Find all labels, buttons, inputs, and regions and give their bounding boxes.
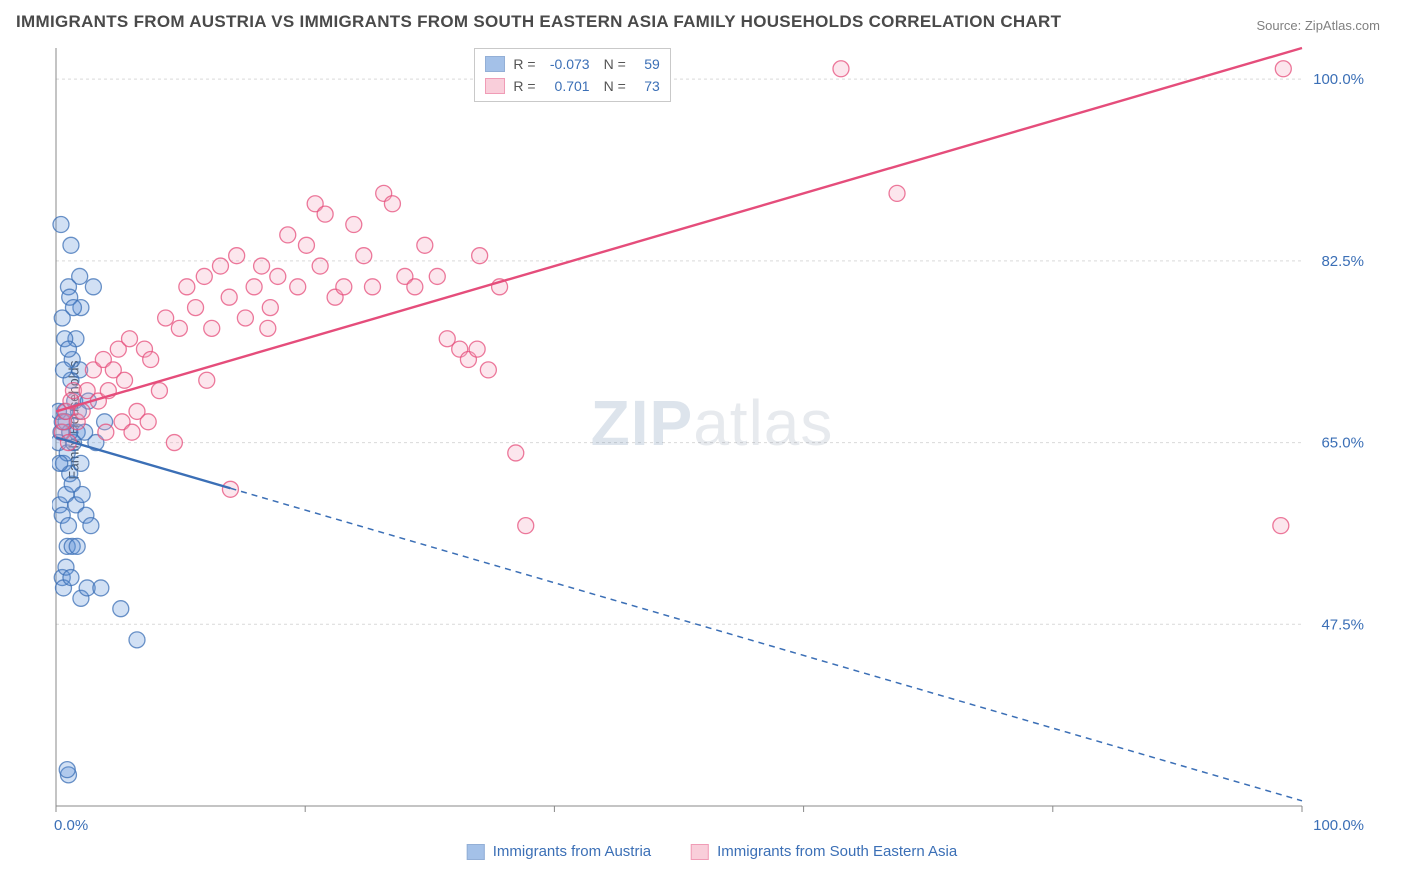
r-value-se_asia: 0.701 <box>544 78 590 94</box>
data-point-austria <box>113 601 129 617</box>
data-point-se_asia <box>262 300 278 316</box>
data-point-se_asia <box>312 258 328 274</box>
stats-row-austria: R = -0.073 N = 59 <box>485 53 659 75</box>
data-point-austria <box>63 570 79 586</box>
data-point-austria <box>74 486 90 502</box>
n-label: N = <box>604 56 626 72</box>
y-tick-label: 47.5% <box>1321 616 1364 633</box>
data-point-se_asia <box>317 206 333 222</box>
data-point-se_asia <box>364 279 380 295</box>
data-point-se_asia <box>179 279 195 295</box>
chart-title: IMMIGRANTS FROM AUSTRIA VS IMMIGRANTS FR… <box>16 12 1061 32</box>
x-tick-label: 0.0% <box>54 817 88 834</box>
legend-label-se_asia: Immigrants from South Eastern Asia <box>717 843 957 860</box>
source-attribution: Source: ZipAtlas.com <box>1256 18 1380 33</box>
legend-swatch-austria <box>467 844 485 860</box>
y-tick-label: 100.0% <box>1313 71 1364 88</box>
data-point-se_asia <box>1273 518 1289 534</box>
stats-row-se_asia: R = 0.701 N = 73 <box>485 75 659 97</box>
data-point-austria <box>73 455 89 471</box>
data-point-austria <box>59 762 75 778</box>
legend-item-austria: Immigrants from Austria <box>467 843 651 860</box>
correlation-stats-box: R = -0.073 N = 59 R = 0.701 N = 73 <box>474 48 670 102</box>
data-point-se_asia <box>833 61 849 77</box>
legend-item-se_asia: Immigrants from South Eastern Asia <box>691 843 957 860</box>
data-point-austria <box>60 518 76 534</box>
data-point-se_asia <box>158 310 174 326</box>
data-point-se_asia <box>346 217 362 233</box>
data-point-se_asia <box>98 424 114 440</box>
data-point-se_asia <box>417 237 433 253</box>
source-prefix: Source: <box>1256 18 1304 33</box>
data-point-austria <box>53 217 69 233</box>
data-point-austria <box>60 341 76 357</box>
data-point-se_asia <box>298 237 314 253</box>
data-point-se_asia <box>204 320 220 336</box>
n-label: N = <box>604 78 626 94</box>
data-point-austria <box>52 455 68 471</box>
legend-swatch-se_asia <box>691 844 709 860</box>
data-point-se_asia <box>124 424 140 440</box>
swatch-se_asia <box>485 78 505 94</box>
data-point-se_asia <box>212 258 228 274</box>
data-point-austria <box>93 580 109 596</box>
data-point-se_asia <box>143 352 159 368</box>
data-point-se_asia <box>199 372 215 388</box>
data-point-se_asia <box>290 279 306 295</box>
data-point-austria <box>85 279 101 295</box>
data-point-se_asia <box>166 435 182 451</box>
y-tick-label: 82.5% <box>1321 253 1364 270</box>
r-label: R = <box>513 78 535 94</box>
data-point-austria <box>55 362 71 378</box>
data-point-se_asia <box>260 320 276 336</box>
data-point-se_asia <box>889 185 905 201</box>
data-point-austria <box>129 632 145 648</box>
data-point-se_asia <box>336 279 352 295</box>
x-tick-label: 100.0% <box>1313 817 1364 834</box>
data-point-se_asia <box>246 279 262 295</box>
data-point-se_asia <box>151 383 167 399</box>
data-point-se_asia <box>429 268 445 284</box>
y-tick-label: 65.0% <box>1321 435 1364 452</box>
r-label: R = <box>513 56 535 72</box>
data-point-se_asia <box>171 320 187 336</box>
data-point-se_asia <box>196 268 212 284</box>
data-point-se_asia <box>122 331 138 347</box>
data-point-se_asia <box>188 300 204 316</box>
data-point-austria <box>54 310 70 326</box>
swatch-austria <box>485 56 505 72</box>
data-point-austria <box>72 268 88 284</box>
data-point-se_asia <box>237 310 253 326</box>
n-value-se_asia: 73 <box>634 78 660 94</box>
data-point-se_asia <box>270 268 286 284</box>
trendline-austria-dashed <box>230 488 1302 801</box>
legend-label-austria: Immigrants from Austria <box>493 843 651 860</box>
data-point-se_asia <box>229 248 245 264</box>
data-point-se_asia <box>117 372 133 388</box>
n-value-austria: 59 <box>634 56 660 72</box>
data-point-se_asia <box>407 279 423 295</box>
data-point-se_asia <box>469 341 485 357</box>
data-point-se_asia <box>221 289 237 305</box>
data-point-se_asia <box>472 248 488 264</box>
data-point-se_asia <box>508 445 524 461</box>
data-point-se_asia <box>254 258 270 274</box>
data-point-se_asia <box>280 227 296 243</box>
data-point-se_asia <box>518 518 534 534</box>
source-link[interactable]: ZipAtlas.com <box>1305 18 1380 33</box>
r-value-austria: -0.073 <box>544 56 590 72</box>
data-point-se_asia <box>384 196 400 212</box>
data-point-se_asia <box>480 362 496 378</box>
chart-plot-area: 47.5%65.0%82.5%100.0%0.0%100.0% ZIPatlas… <box>52 44 1372 834</box>
data-point-austria <box>63 237 79 253</box>
trendline-se_asia <box>56 48 1302 411</box>
data-point-austria <box>83 518 99 534</box>
data-point-se_asia <box>140 414 156 430</box>
data-point-austria <box>69 538 85 554</box>
data-point-se_asia <box>356 248 372 264</box>
bottom-legend: Immigrants from Austria Immigrants from … <box>467 843 957 860</box>
chart-svg: 47.5% 65.0% 82.5% 100.0% 0.0% 100.0% <box>52 44 1372 834</box>
data-point-se_asia <box>1275 61 1291 77</box>
